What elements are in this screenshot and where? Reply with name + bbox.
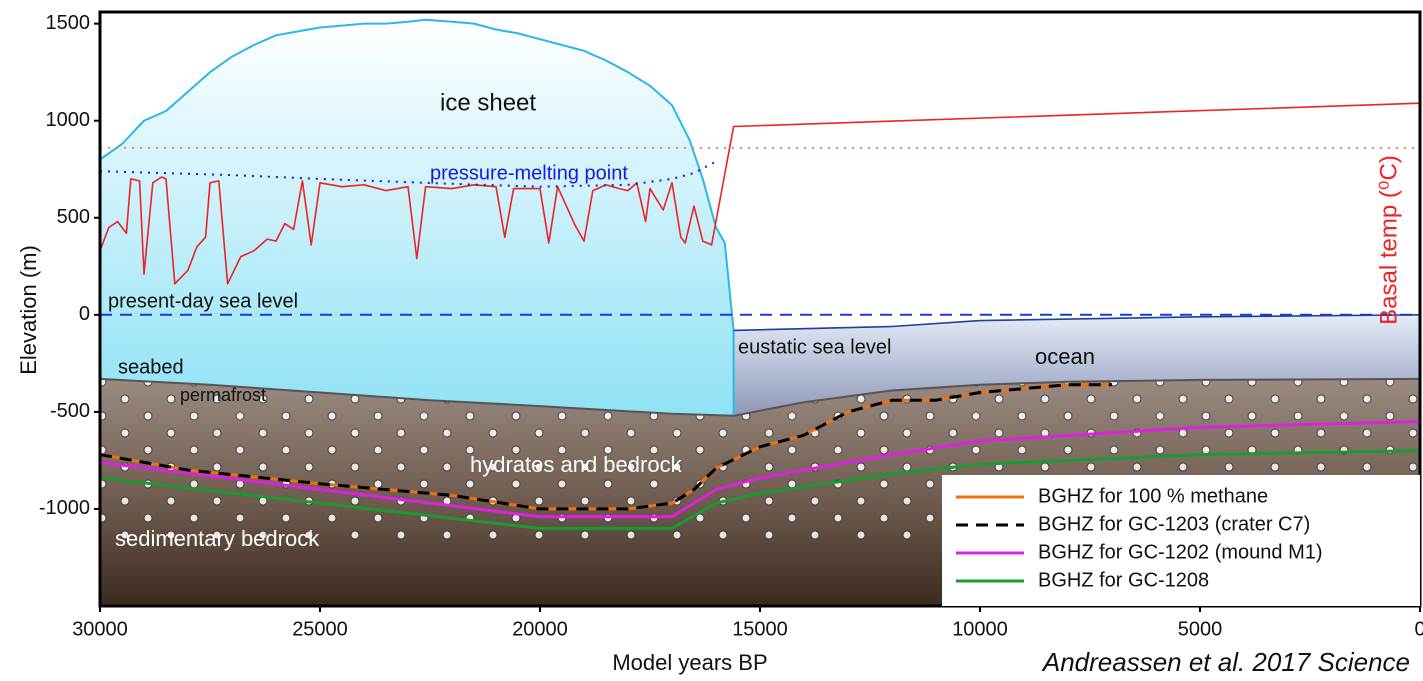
x-tick-label: 20000 <box>512 618 568 640</box>
annotation: sedimentary bedrock <box>115 526 320 551</box>
annotation: permafrost <box>180 385 266 405</box>
y-tick-label: 500 <box>57 206 90 228</box>
y2-axis-label: Basal temp (⁰C) <box>1375 155 1402 325</box>
y-tick-label: 1500 <box>46 12 91 34</box>
legend-label: BGHZ for GC-1208 <box>1038 569 1209 591</box>
credit: Andreassen et al. 2017 Science <box>1041 647 1410 677</box>
x-tick-label: 10000 <box>952 618 1008 640</box>
y-tick-label: 1000 <box>46 109 91 131</box>
annotation: ocean <box>1035 344 1095 369</box>
legend-label: BGHZ for 100 % methane <box>1038 485 1268 507</box>
chart: Elevation (m) Basal temp (⁰C) Model year… <box>0 0 1423 681</box>
y-tick-label: -1000 <box>39 497 90 519</box>
annotation: hydrates and bedrock <box>470 452 683 477</box>
annotation: ice sheet <box>440 89 536 116</box>
legend-label: BGHZ for GC-1202 (mound M1) <box>1038 541 1323 563</box>
x-tick-label: 5000 <box>1178 618 1223 640</box>
legend-label: BGHZ for GC-1203 (crater C7) <box>1038 513 1310 535</box>
annotation: eustatic sea level <box>738 336 891 358</box>
x-axis-label: Model years BP <box>612 650 767 675</box>
annotation: seabed <box>118 356 184 378</box>
y-tick-label: -500 <box>50 400 90 422</box>
x-tick-label: 25000 <box>292 618 348 640</box>
x-tick-label: 0 <box>1414 618 1423 640</box>
annotation: pressure-melting point <box>430 162 628 184</box>
y-tick-label: 0 <box>79 303 90 325</box>
x-tick-label: 15000 <box>732 618 788 640</box>
annotation: present-day sea level <box>108 290 298 312</box>
x-tick-label: 30000 <box>72 618 128 640</box>
y-axis-label: Elevation (m) <box>16 245 41 375</box>
